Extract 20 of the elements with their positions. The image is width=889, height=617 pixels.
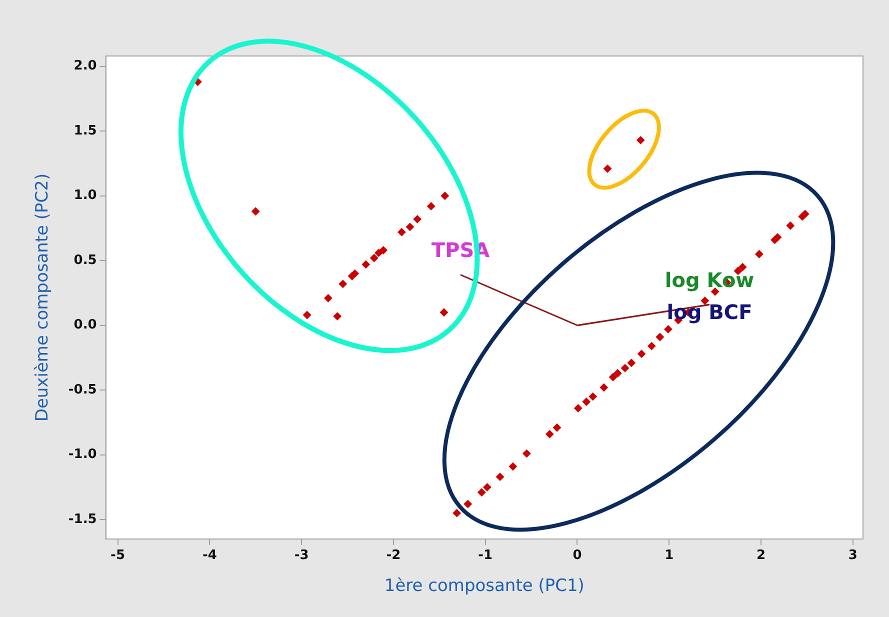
y-tick-label: -1.0 (68, 447, 97, 462)
x-tick-label: -4 (202, 548, 217, 564)
y-tick-label: 1.5 (74, 123, 97, 138)
x-tick-label: -2 (386, 548, 401, 564)
x-tick-label: -1 (478, 548, 493, 564)
y-tick-label: 2.0 (74, 58, 97, 74)
series-label: log Kow (664, 268, 754, 292)
x-tick-label: 3 (848, 548, 858, 564)
x-tick-label: 0 (572, 548, 582, 564)
y-tick-label: 0.0 (74, 318, 97, 333)
y-tick-label: -0.5 (68, 382, 97, 398)
y-tick-label: 0.5 (74, 252, 97, 268)
x-tick-label: -3 (294, 548, 309, 564)
y-tick-label: -1.5 (68, 512, 97, 527)
y-tick-label: 1.0 (74, 188, 97, 204)
x-tick-label: 1 (664, 548, 674, 564)
x-tick-label: 2 (756, 548, 766, 564)
x-tick-label: -5 (110, 548, 125, 564)
x-axis-title: 1ère composante (PC1) (384, 576, 584, 596)
y-axis-title: Deuxième composante (PC2) (32, 173, 53, 422)
